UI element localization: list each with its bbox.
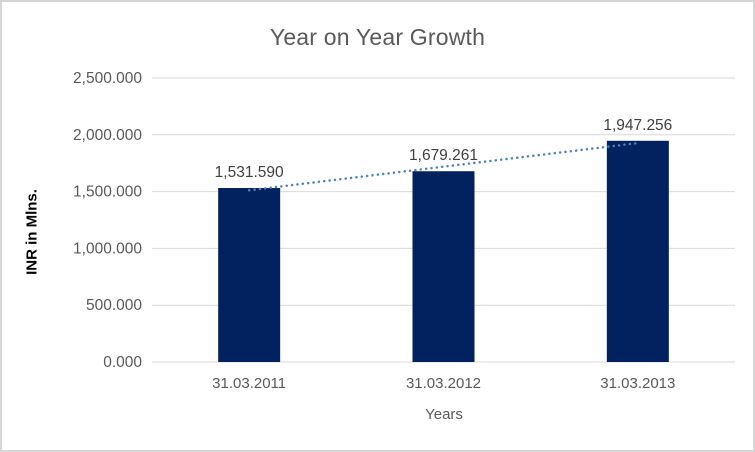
y-tick-label: 1,500.000 xyxy=(73,184,142,201)
bar-data-label: 1,531.590 xyxy=(215,164,284,181)
bar-data-label: 1,679.261 xyxy=(409,147,478,164)
y-tick-label: 2,000.000 xyxy=(73,127,142,144)
y-tick-label: 2,500.000 xyxy=(73,70,142,87)
bar-data-label: 1,947.256 xyxy=(603,117,672,134)
y-tick-label: 1,000.000 xyxy=(73,240,142,257)
bar xyxy=(412,171,475,362)
x-tick-label: 31.03.2011 xyxy=(212,375,286,392)
x-tick-label: 31.03.2013 xyxy=(600,375,675,392)
y-tick-label: 0.000 xyxy=(103,354,142,371)
y-tick-label: 500.000 xyxy=(86,297,142,314)
chart-title: Year on Year Growth xyxy=(269,24,486,50)
trendline xyxy=(247,141,640,192)
x-tick-label: 31.03.2012 xyxy=(406,375,481,392)
bar xyxy=(606,140,669,362)
bar xyxy=(218,188,281,362)
x-axis-title: Years xyxy=(425,406,463,423)
